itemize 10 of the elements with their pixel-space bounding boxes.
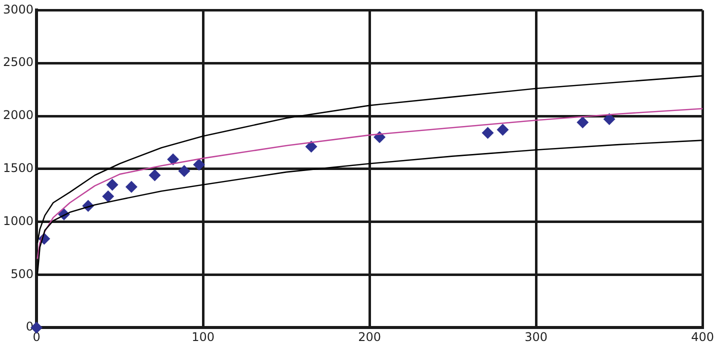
- y-tick-label: 1000: [2, 214, 34, 228]
- y-tick-label: 1500: [2, 161, 34, 176]
- y-tick-label: 3000: [2, 2, 34, 16]
- x-tick-label: 100: [192, 330, 214, 344]
- x-tick-label: 400: [691, 330, 714, 344]
- x-tick-label: 300: [524, 330, 548, 344]
- y-tick-label: 2000: [2, 108, 34, 122]
- x-tick-label: 200: [358, 330, 381, 344]
- y-tick-label: 500: [10, 266, 34, 281]
- y-tick-label: 2500: [2, 55, 34, 70]
